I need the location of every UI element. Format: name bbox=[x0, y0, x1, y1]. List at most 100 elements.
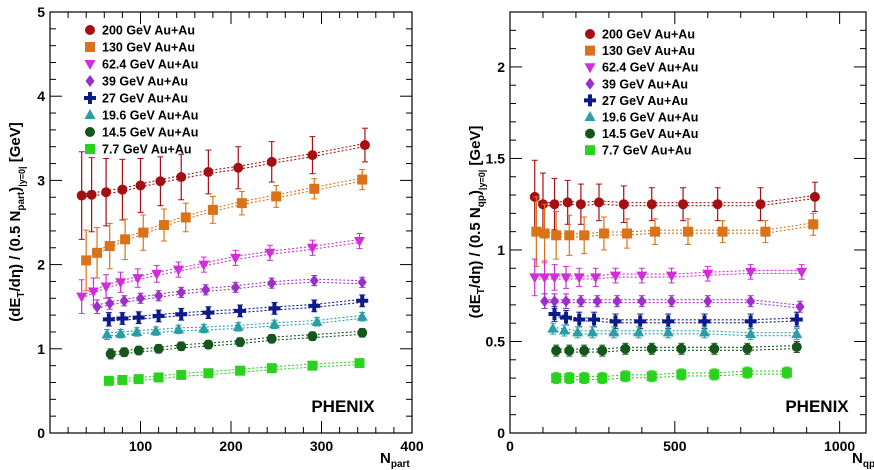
series-trend-line bbox=[534, 272, 802, 280]
data-point bbox=[795, 300, 805, 313]
data-point bbox=[150, 325, 162, 336]
y-tick-label: 2 bbox=[497, 59, 505, 75]
data-point bbox=[561, 295, 571, 308]
y-tick-label: 2 bbox=[37, 257, 45, 273]
data-point bbox=[76, 190, 87, 201]
data-point bbox=[676, 343, 687, 354]
data-point bbox=[760, 226, 771, 237]
data-point bbox=[637, 295, 647, 308]
data-point bbox=[235, 365, 246, 376]
data-point bbox=[232, 320, 244, 331]
data-point bbox=[539, 228, 550, 239]
data-point bbox=[203, 339, 214, 350]
data-point bbox=[586, 326, 598, 337]
series-62-4-gev-au-au bbox=[76, 232, 366, 314]
data-point bbox=[92, 300, 102, 313]
y-axis-label-s2: part bbox=[16, 191, 27, 211]
legend-label: 14.5 GeV Au+Au bbox=[102, 126, 198, 140]
data-point bbox=[231, 281, 241, 294]
data-point bbox=[207, 204, 218, 215]
y-tick-label: 4 bbox=[37, 88, 45, 104]
data-point bbox=[155, 176, 166, 187]
data-point bbox=[633, 326, 645, 337]
legend-label: 130 GeV Au+Au bbox=[602, 44, 695, 58]
data-point bbox=[307, 331, 318, 342]
data-point bbox=[266, 156, 277, 167]
data-point bbox=[115, 327, 127, 338]
data-point bbox=[579, 373, 590, 384]
series-200-gev-au-au bbox=[529, 159, 820, 236]
data-point bbox=[575, 199, 586, 210]
series-39-gev-au-au bbox=[540, 293, 805, 313]
data-point bbox=[180, 212, 191, 223]
data-point bbox=[268, 318, 280, 329]
y-axis-label: (dET/dη) / (0.5 Nqp)|y=0| [GeV] bbox=[467, 126, 487, 319]
series-trend-line bbox=[556, 373, 787, 381]
series-trend-line bbox=[85, 177, 363, 260]
data-point bbox=[572, 326, 584, 337]
legend-marker bbox=[85, 144, 95, 154]
data-point bbox=[592, 295, 602, 308]
data-point bbox=[662, 326, 674, 337]
y-axis-label-s3: |y=0| bbox=[17, 166, 27, 186]
x-axis-label-main: N bbox=[852, 450, 863, 467]
legend-marker bbox=[85, 25, 95, 35]
data-point bbox=[103, 375, 114, 386]
data-point bbox=[646, 371, 657, 382]
data-point bbox=[755, 199, 766, 210]
legend-marker bbox=[584, 63, 596, 74]
y-axis-label: (dET/dη) / (0.5 Npart)|y=0| [GeV] bbox=[7, 122, 27, 322]
phenix-label: PHENIX bbox=[785, 397, 849, 416]
legend-label: 200 GeV Au+Au bbox=[102, 24, 195, 38]
data-point bbox=[702, 269, 714, 280]
series-19-6-gev-au-au bbox=[547, 322, 803, 341]
data-point bbox=[236, 198, 247, 209]
data-point bbox=[597, 345, 608, 356]
legend-marker bbox=[85, 75, 95, 87]
data-point bbox=[551, 345, 562, 356]
x-axis-label-sub: qp bbox=[863, 459, 874, 470]
data-point bbox=[359, 140, 370, 151]
y-tick-label: 5 bbox=[37, 4, 45, 20]
data-point bbox=[100, 282, 112, 293]
data-point bbox=[101, 328, 113, 339]
data-point bbox=[646, 199, 657, 210]
y-axis-label-s3: |y=0| bbox=[477, 170, 487, 190]
data-point bbox=[267, 277, 277, 290]
data-point bbox=[102, 313, 115, 326]
series-trend-line bbox=[96, 278, 363, 306]
data-point bbox=[202, 306, 215, 319]
data-point bbox=[176, 341, 187, 352]
data-point bbox=[132, 311, 145, 324]
legend-marker bbox=[85, 127, 95, 137]
y-tick-label: 0 bbox=[37, 425, 45, 441]
data-point bbox=[357, 276, 367, 289]
data-point bbox=[356, 310, 368, 321]
data-point bbox=[119, 347, 130, 358]
series-trend-line bbox=[81, 241, 360, 299]
data-point bbox=[234, 304, 247, 317]
legend-label: 7.7 GeV Au+Au bbox=[102, 143, 192, 157]
series-trend-line bbox=[554, 314, 797, 324]
data-point bbox=[105, 348, 116, 359]
y-axis-label-post: ) bbox=[7, 187, 24, 192]
data-point bbox=[564, 230, 575, 241]
data-point bbox=[235, 337, 246, 348]
series-14-5-gev-au-au bbox=[105, 327, 368, 360]
legend-marker bbox=[585, 29, 595, 39]
data-point bbox=[309, 274, 319, 287]
data-point bbox=[745, 328, 757, 339]
y-axis-label-mid: /dη) / (0.5 N bbox=[467, 207, 484, 288]
series-trend-line bbox=[106, 314, 363, 334]
series-trend-line bbox=[96, 281, 363, 309]
series-trend-line bbox=[106, 317, 363, 337]
y-tick-label: 1 bbox=[497, 242, 505, 258]
series-trend-line bbox=[108, 361, 360, 380]
legend-marker bbox=[84, 109, 96, 119]
legend-marker bbox=[585, 77, 595, 90]
data-point bbox=[709, 343, 720, 354]
data-point bbox=[666, 271, 678, 282]
data-point bbox=[198, 260, 210, 271]
series-39-gev-au-au bbox=[92, 274, 367, 314]
y-axis-label-unit: [GeV] bbox=[7, 122, 24, 166]
